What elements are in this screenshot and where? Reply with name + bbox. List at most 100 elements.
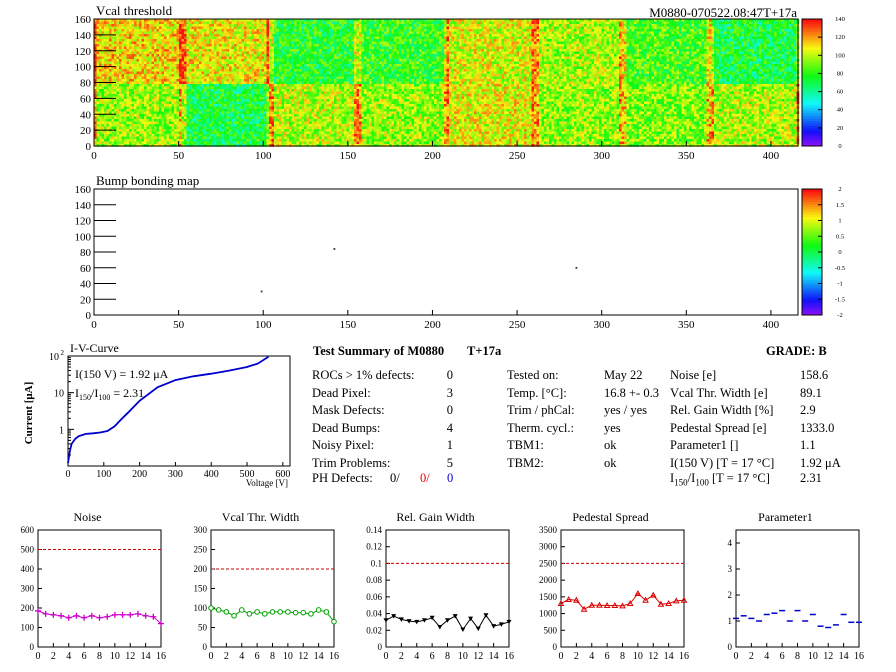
heatmap-cell (322, 39, 325, 42)
heatmap-cell (737, 42, 740, 45)
heatmap-cell (144, 32, 147, 35)
heatmap-cell (292, 32, 295, 35)
heatmap-cell (314, 37, 317, 40)
heatmap-cell (219, 54, 222, 57)
heatmap-cell (619, 27, 622, 30)
heatmap-cell (232, 24, 235, 27)
heatmap-cell (432, 52, 435, 55)
heatmap-cell (564, 47, 567, 50)
heatmap-cell (584, 37, 587, 40)
heatmap-cell (437, 54, 440, 57)
heatmap-cell (427, 22, 430, 25)
heatmap-cell (704, 27, 707, 30)
heatmap-cell (449, 24, 452, 27)
heatmap-cell (272, 57, 275, 60)
heatmap-cell (174, 24, 177, 27)
heatmap-cell (374, 39, 377, 42)
heatmap-cell (369, 47, 372, 50)
heatmap-cell (744, 59, 747, 62)
heatmap-cell (482, 44, 485, 47)
heatmap-cell (572, 24, 575, 27)
heatmap-cell (507, 32, 510, 35)
heatmap-cell (572, 54, 575, 57)
heatmap-cell (579, 22, 582, 25)
heatmap-cell (264, 54, 267, 57)
heatmap-cell (697, 34, 700, 37)
heatmap-cell (367, 29, 370, 32)
heatmap-cell (429, 52, 432, 55)
heatmap-cell (719, 29, 722, 32)
heatmap-cell (207, 29, 210, 32)
heatmap-cell (772, 27, 775, 30)
heatmap-cell (274, 32, 277, 35)
heatmap-cell (262, 62, 265, 65)
heatmap-cell (602, 24, 605, 27)
heatmap-cell (132, 62, 135, 65)
heatmap-cell (759, 22, 762, 25)
heatmap-cell (117, 34, 120, 37)
heatmap-cell (294, 52, 297, 55)
heatmap-cell (472, 49, 475, 52)
heatmap-cell (349, 62, 352, 65)
heatmap-cell (424, 52, 427, 55)
heatmap-cell (407, 47, 410, 50)
heatmap-cell (687, 29, 690, 32)
heatmap-cell (349, 27, 352, 30)
heatmap-cell (262, 39, 265, 42)
heatmap-cell (404, 52, 407, 55)
heatmap-cell (672, 57, 675, 60)
heatmap-cell (314, 49, 317, 52)
heatmap-cell (562, 54, 565, 57)
heatmap-cell (484, 39, 487, 42)
heatmap-cell (667, 52, 670, 55)
heatmap-cell (722, 59, 725, 62)
heatmap-cell (269, 57, 272, 60)
heatmap-cell (764, 49, 767, 52)
heatmap-cell (352, 42, 355, 45)
heatmap-cell (699, 59, 702, 62)
heatmap-cell (687, 37, 690, 40)
heatmap-cell (594, 49, 597, 52)
heatmap-cell (384, 32, 387, 35)
heatmap-cell (352, 39, 355, 42)
heatmap-cell (442, 59, 445, 62)
heatmap-cell (627, 29, 630, 32)
heatmap-cell (322, 52, 325, 55)
heatmap-cell (242, 49, 245, 52)
heatmap-cell (609, 57, 612, 60)
heatmap-cell (502, 47, 505, 50)
heatmap-cell (199, 34, 202, 37)
heatmap-cell (724, 47, 727, 50)
heatmap-cell (499, 32, 502, 35)
heatmap-cell (374, 22, 377, 25)
heatmap-cell (774, 49, 777, 52)
heatmap-cell (102, 39, 105, 42)
heatmap-cell (334, 22, 337, 25)
heatmap-cell (727, 34, 730, 37)
heatmap-cell (129, 59, 132, 62)
heatmap-cell (484, 49, 487, 52)
heatmap-cell (537, 52, 540, 55)
heatmap-cell (777, 34, 780, 37)
heatmap-cell (489, 22, 492, 25)
heatmap-cell (489, 54, 492, 57)
heatmap-cell (114, 29, 117, 32)
heatmap-cell (527, 44, 530, 47)
heatmap-cell (184, 39, 187, 42)
heatmap-cell (774, 54, 777, 57)
heatmap-cell (779, 22, 782, 25)
heatmap-cell (709, 27, 712, 30)
heatmap-cell (502, 32, 505, 35)
heatmap-cell (467, 27, 470, 30)
heatmap-cell (154, 34, 157, 37)
heatmap-cell (489, 27, 492, 30)
heatmap-cell (257, 42, 260, 45)
heatmap-cell (372, 59, 375, 62)
heatmap-cell (472, 27, 475, 30)
heatmap-cell (529, 34, 532, 37)
heatmap-cell (522, 32, 525, 35)
heatmap-cell (447, 24, 450, 27)
heatmap-cell (777, 52, 780, 55)
heatmap-cell (384, 34, 387, 37)
heatmap-cell (444, 54, 447, 57)
